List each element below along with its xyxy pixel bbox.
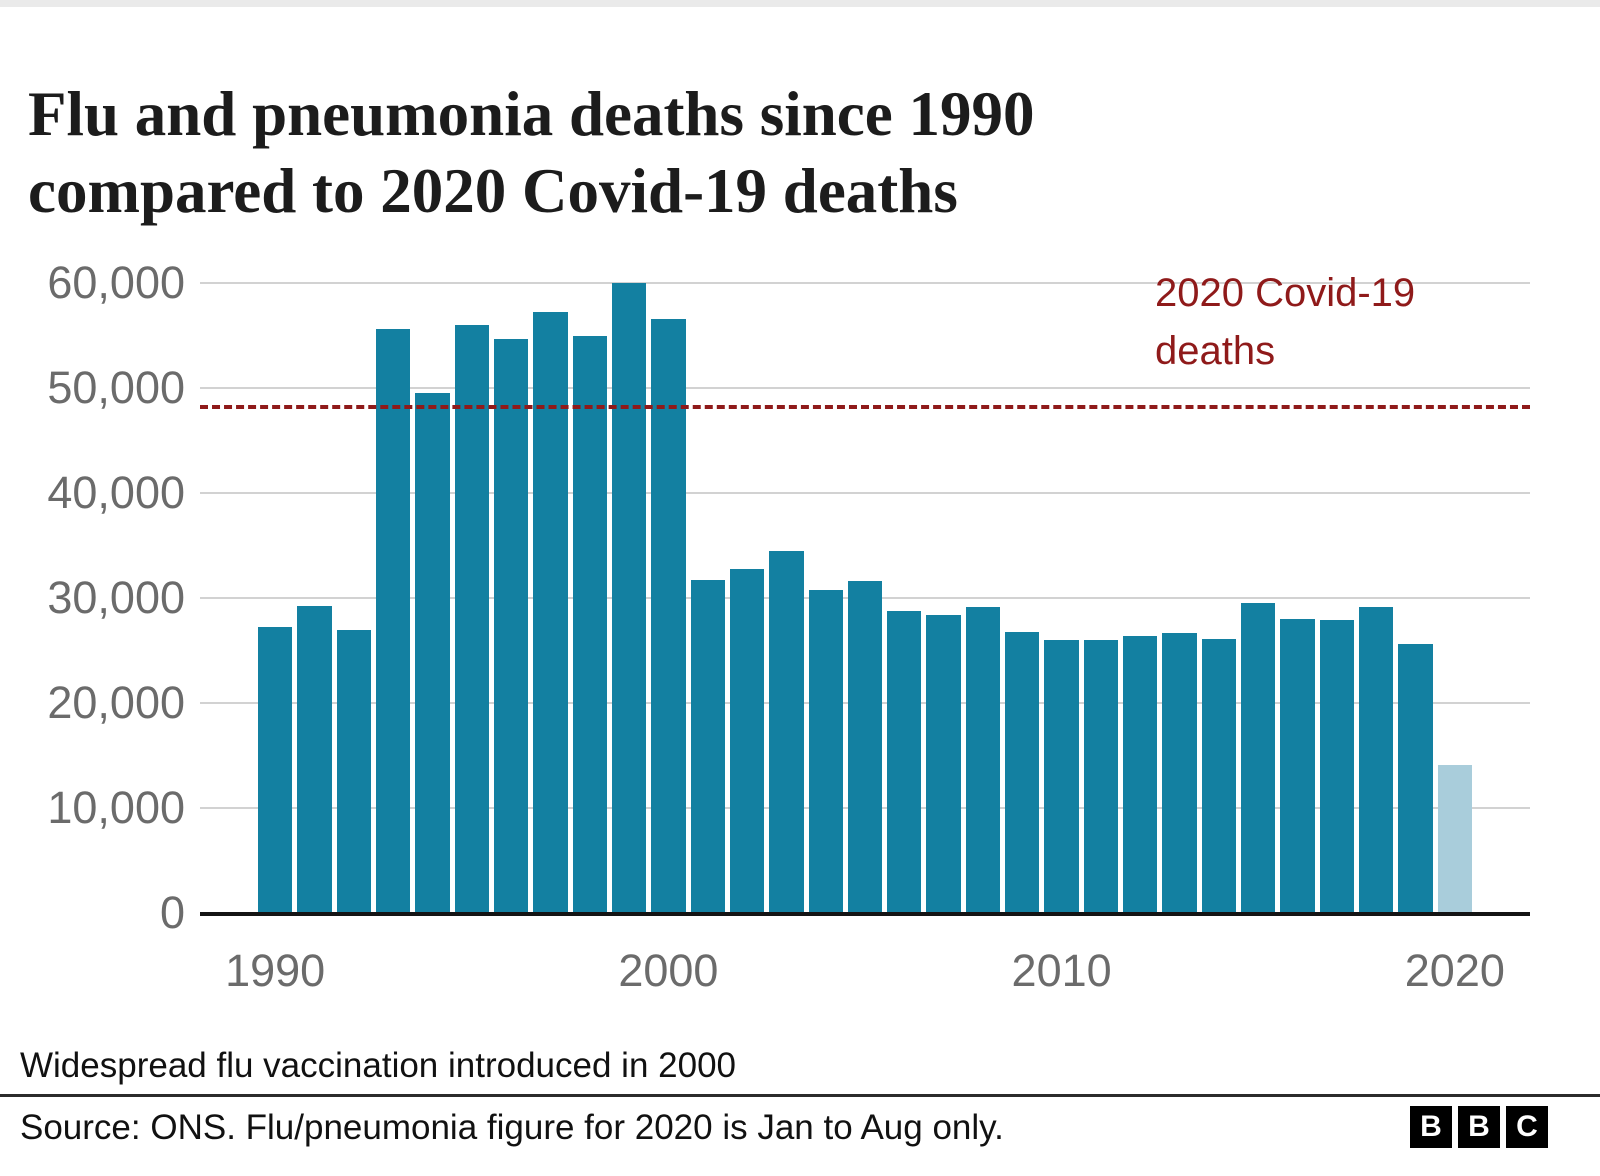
bar-1997 [533,312,568,913]
chart-title-line2: compared to 2020 Covid-19 deaths [28,156,958,227]
gridline [200,492,1530,494]
bar-1996 [493,338,529,913]
bbc-logo: B B C [1410,1106,1548,1148]
bar-2012 [1123,635,1158,913]
bar-2011 [1083,640,1119,913]
y-axis-tick-label: 20,000 [47,677,185,728]
chart-title-line1: Flu and pneumonia deaths since 1990 [28,79,1035,150]
y-axis-tick-label: 60,000 [47,257,185,308]
bar-2000 [651,318,686,913]
covid-label-line1: 2020 Covid-19 [1155,271,1416,315]
bar-1990 [258,627,293,913]
bar-2008 [965,607,1001,913]
bbc-logo-block: B [1458,1106,1500,1148]
bar-2001 [690,580,725,913]
y-axis-tick-label: 40,000 [47,467,185,518]
y-axis-tick-label: 50,000 [47,362,185,413]
x-axis-tick-label: 2020 [1404,945,1505,996]
gridline [200,387,1530,389]
covid-deaths-line-label: 2020 Covid-19 deaths [1155,264,1415,380]
bar-2015 [1241,603,1276,913]
bar-1991 [297,606,332,913]
bar-2020 [1437,764,1472,913]
x-axis-tick-label: 1990 [225,945,326,996]
bar-1995 [454,325,489,913]
bar-1999 [611,283,647,913]
bbc-logo-block: C [1506,1106,1548,1148]
covid-label-line2: deaths [1155,329,1276,373]
y-axis-tick-label: 0 [159,887,185,938]
chart-title: Flu and pneumonia deaths since 1990 comp… [28,76,1034,230]
bar-1992 [336,629,371,913]
vaccination-annotation: Widespread flu vaccination introduced in… [20,1046,736,1085]
bar-2013 [1162,632,1197,913]
bar-2007 [926,614,961,913]
bar-2014 [1201,638,1237,913]
x-axis-line [200,912,1530,916]
bar-1994 [415,393,450,913]
top-border-strip [0,0,1600,7]
bar-2019 [1398,644,1433,913]
y-axis-tick-label: 30,000 [47,572,185,623]
x-axis-tick-label: 2010 [1011,945,1112,996]
bar-2009 [1005,631,1040,913]
y-axis-tick-label: 10,000 [47,782,185,833]
source-note: Source: ONS. Flu/pneumonia figure for 20… [20,1108,1004,1147]
bar-2004 [808,589,843,913]
bar-2006 [887,610,922,913]
footer-divider [0,1094,1600,1097]
x-axis-tick-label: 2000 [618,945,719,996]
bar-2002 [729,568,765,913]
bar-2018 [1359,607,1394,913]
bar-1998 [572,335,607,913]
bar-2005 [847,581,883,913]
bar-2010 [1044,640,1079,913]
bar-2017 [1319,620,1355,913]
gridline [200,282,1530,284]
bar-2016 [1280,619,1315,913]
bar-1993 [375,329,411,913]
covid-reference-line [200,404,1530,409]
bar-2003 [769,550,804,913]
bbc-logo-block: B [1410,1106,1452,1148]
